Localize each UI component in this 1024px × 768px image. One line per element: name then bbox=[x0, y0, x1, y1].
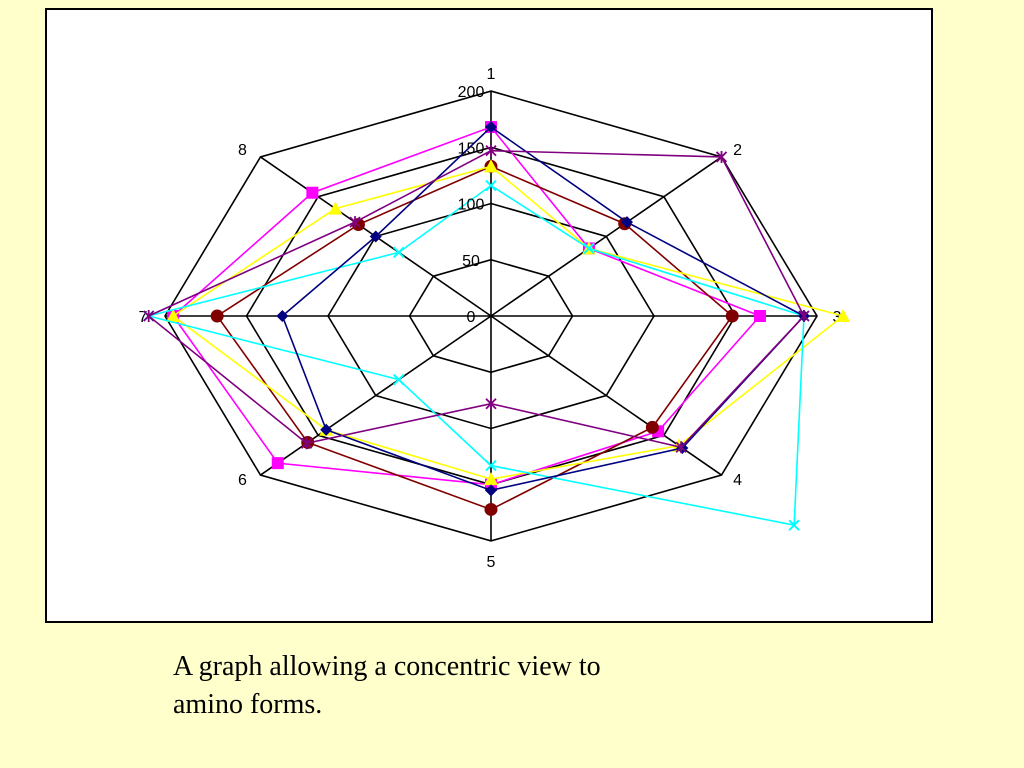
tick-label-200: 200 bbox=[458, 84, 485, 101]
series-3-point-3 bbox=[836, 309, 851, 322]
tick-label-100: 100 bbox=[458, 197, 485, 214]
series-6-point-2 bbox=[715, 150, 728, 163]
series-4-point-2 bbox=[583, 242, 595, 255]
series-6-point-7 bbox=[143, 310, 155, 322]
series-3-line bbox=[171, 165, 845, 480]
tick-label-50: 50 bbox=[462, 253, 480, 270]
spoke-2 bbox=[490, 156, 722, 317]
series-3-point-7 bbox=[166, 309, 181, 322]
series-2-point-7 bbox=[210, 309, 224, 323]
axis-label-8: 8 bbox=[238, 142, 247, 159]
series-1-point-6 bbox=[271, 457, 284, 470]
axis-label-2: 2 bbox=[733, 142, 742, 159]
series-2-point-4 bbox=[645, 420, 659, 434]
series-1-point-3 bbox=[753, 310, 766, 322]
series-5-point-1 bbox=[485, 121, 497, 134]
tick-label-0: 0 bbox=[467, 309, 476, 326]
series-6-point-1 bbox=[485, 144, 497, 157]
axis-label-4: 4 bbox=[733, 472, 742, 489]
series-3-point-5 bbox=[484, 472, 498, 486]
series-5-line bbox=[281, 126, 806, 492]
axis-label-6: 6 bbox=[238, 472, 247, 489]
series-3-point-1 bbox=[484, 159, 498, 173]
series-2-line bbox=[216, 165, 734, 511]
series-4-point-6 bbox=[393, 373, 405, 386]
series-6-point-3 bbox=[798, 310, 810, 322]
series-4-point-8 bbox=[393, 246, 405, 259]
series-4-point-1 bbox=[485, 179, 497, 192]
spoke-6 bbox=[260, 315, 492, 476]
axis-label-3: 3 bbox=[833, 309, 842, 326]
axis-label-1: 1 bbox=[487, 66, 496, 83]
series-2-point-5 bbox=[484, 502, 498, 516]
series-4-point-4 bbox=[788, 519, 800, 531]
axis-label-7: 7 bbox=[139, 309, 148, 326]
series-5-point-2 bbox=[621, 216, 634, 229]
chart-frame: 1 2 3 4 5 6 7 8 0 50 100 150 200 bbox=[45, 8, 933, 623]
caption-line-1: A graph allowing a concentric view to bbox=[173, 651, 601, 682]
series-3-point-8 bbox=[328, 201, 343, 215]
series-5-point-8 bbox=[369, 230, 382, 243]
series-5-point-5 bbox=[485, 484, 497, 497]
series-6-line bbox=[147, 149, 805, 449]
series-5-point-6 bbox=[320, 423, 333, 436]
series-1-point-8 bbox=[306, 186, 319, 199]
series-1-line bbox=[172, 126, 762, 486]
series-2-point-3 bbox=[725, 309, 739, 323]
series-6-point-8 bbox=[349, 216, 361, 229]
radar-chart: 1 2 3 4 5 6 7 8 0 50 100 150 200 bbox=[139, 66, 851, 571]
series-6-point-5 bbox=[485, 397, 497, 410]
caption: A graph allowing a concentric view to am… bbox=[173, 648, 733, 724]
tick-label-150: 150 bbox=[458, 140, 485, 157]
series-4-point-5 bbox=[485, 459, 497, 472]
caption-line-2: amino forms. bbox=[173, 689, 323, 720]
series-6-point-4 bbox=[675, 441, 687, 454]
series-6-point-6 bbox=[300, 437, 313, 450]
axis-label-5: 5 bbox=[487, 554, 496, 571]
series-5-point-7 bbox=[276, 310, 289, 322]
